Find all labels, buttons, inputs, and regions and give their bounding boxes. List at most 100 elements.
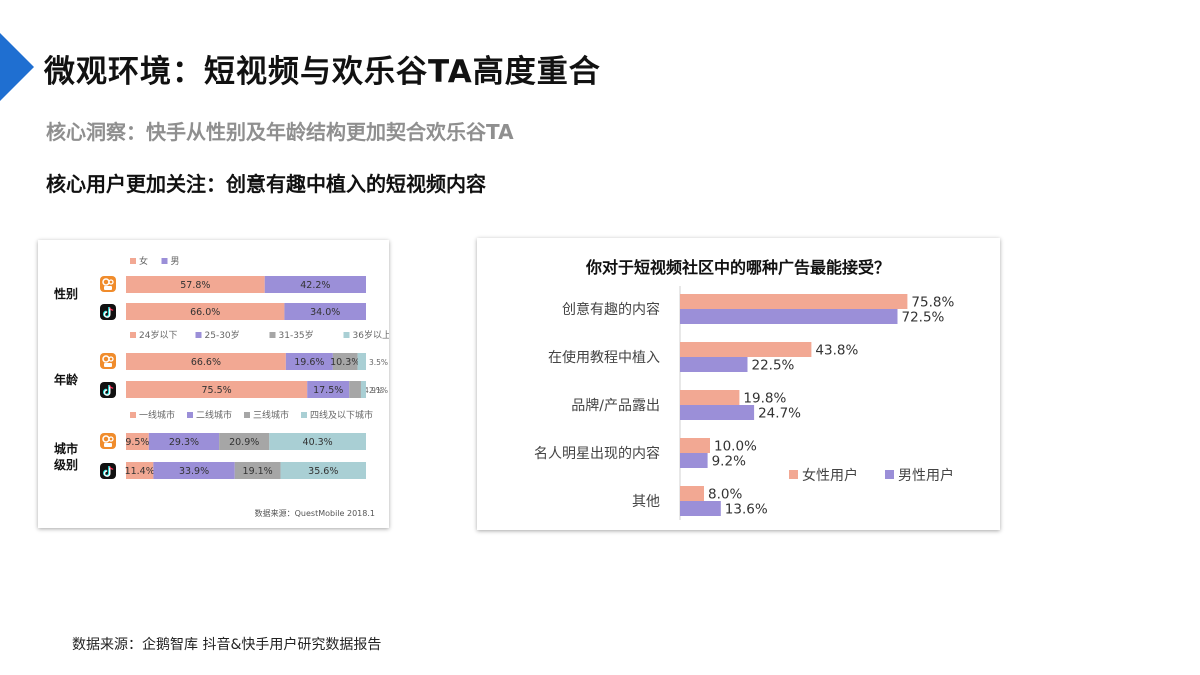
bar-segment (126, 276, 265, 293)
data-label: 33.9% (179, 466, 209, 477)
title-accent-arrow (0, 33, 34, 101)
category-label: 品牌/产品露出 (571, 397, 660, 414)
bar-segment (153, 462, 235, 479)
legend-label: 女性用户 (802, 467, 858, 484)
bar-segment (148, 433, 220, 450)
data-label: 40.3% (303, 437, 333, 448)
data-label: 66.0% (190, 307, 220, 318)
data-label: 2.1% (369, 386, 388, 395)
group-label: 城市 (54, 441, 78, 456)
group-label: 年龄 (54, 372, 79, 387)
legend-label: 男性用户 (898, 467, 954, 484)
bar-segment (360, 381, 366, 398)
legend-swatch (885, 470, 894, 479)
kuaishou-icon (100, 353, 116, 369)
data-label: 66.6% (191, 357, 221, 368)
douyin-icon (100, 304, 116, 320)
bar-segment (126, 353, 286, 370)
legend-label: 四线及以下城市 (310, 409, 373, 421)
data-label: 43.8% (815, 343, 858, 359)
legend-swatch (130, 258, 136, 264)
data-label: 19.6% (294, 357, 324, 368)
data-label: 34.0% (310, 307, 340, 318)
data-label: 3.5% (369, 358, 388, 367)
legend-label: 36岁以上 (353, 329, 390, 341)
data-label: 42.2% (300, 280, 330, 291)
data-label: 75.5% (202, 385, 232, 396)
legend-label: 男 (171, 256, 180, 267)
data-label: 35.6% (308, 466, 338, 477)
legend-label: 31-35岁 (279, 329, 314, 341)
source-footnote: 数据来源：企鹅智库 抖音&快手用户研究数据报告 (72, 637, 382, 653)
legend-swatch (161, 258, 168, 264)
data-label: 29.3% (169, 437, 199, 448)
legend-label: 女 (139, 255, 148, 267)
chart-title: 你对于短视频社区中的哪种广告最能接受？ (585, 258, 890, 277)
bar (680, 438, 710, 453)
legend-label: 24岁以下 (139, 329, 177, 341)
legend-swatch (195, 332, 202, 338)
bar (680, 405, 755, 420)
bar-segment (284, 303, 366, 320)
bar (680, 390, 740, 405)
bar (680, 453, 708, 468)
category-label: 名人明星出现的内容 (534, 445, 660, 462)
page-subtitle: 核心洞察：快手从性别及年龄结构更加契合欢乐谷TA (46, 120, 514, 144)
data-label: 19.1% (243, 466, 273, 477)
bar-segment (264, 276, 366, 293)
legend-swatch (244, 412, 250, 418)
chart-source: 数据来源：QuestMobile 2018.1 (255, 508, 375, 518)
bar (680, 309, 898, 324)
bar-segment (234, 462, 281, 479)
legend-label: 三线城市 (253, 409, 289, 421)
legend-label: 25-30岁 (205, 329, 240, 341)
data-label: 20.9% (229, 437, 259, 448)
bar-segment (126, 381, 308, 398)
legend-swatch (269, 332, 276, 338)
legend-swatch (789, 470, 798, 479)
bar-segment (280, 462, 366, 479)
legend-swatch (343, 332, 350, 338)
bar-segment (332, 353, 358, 370)
data-label: 11.4% (125, 466, 155, 477)
douyin-icon (100, 463, 116, 479)
data-label: 75.8% (911, 295, 954, 311)
ad-acceptance-chart: 你对于短视频社区中的哪种广告最能接受？ 创意有趣的内容 75.8%72.5% 在使用教… (534, 258, 954, 520)
bar-segment (126, 303, 285, 320)
bar (680, 501, 721, 516)
group-label: 级别 (54, 457, 78, 472)
legend-swatch (130, 332, 136, 338)
category-label: 在使用教程中植入 (548, 349, 660, 366)
kuaishou-icon (100, 276, 116, 292)
data-label: 19.8% (743, 391, 786, 407)
legend-label: 一线城市 (139, 409, 175, 421)
demographics-chart: 女 男性别 57.8% 42.2% 66.0% 34.0% 24岁以下 25-30岁 31-35… (53, 255, 391, 518)
data-label: 17.5% (313, 385, 343, 396)
data-label: 4.9% (364, 386, 383, 395)
legend-swatch (187, 412, 193, 418)
data-label: 13.6% (725, 502, 768, 518)
bar-segment (126, 462, 154, 479)
data-label: 72.5% (902, 310, 945, 326)
demographics-chart-panel: 女 男性别 57.8% 42.2% 66.0% 34.0% 24岁以下 25-30岁 31-35… (38, 240, 391, 528)
bar (680, 342, 812, 357)
data-label: 10.0% (714, 439, 757, 455)
bar-segment (349, 381, 361, 398)
page-title: 微观环境：短视频与欢乐谷TA高度重合 (44, 54, 601, 90)
data-label: 9.2% (712, 454, 746, 470)
kuaishou-icon (100, 433, 116, 449)
group-label: 性别 (53, 286, 78, 301)
legend-swatch (301, 412, 307, 418)
data-label: 8.0% (708, 487, 742, 503)
data-label: 24.7% (758, 406, 801, 422)
bar-segment (126, 433, 149, 450)
bar (680, 357, 748, 372)
bar (680, 486, 704, 501)
data-label: 57.8% (180, 280, 210, 291)
douyin-icon (100, 382, 116, 398)
category-label: 创意有趣的内容 (562, 301, 660, 318)
bar-segment (307, 381, 350, 398)
data-label: 22.5% (752, 358, 795, 374)
legend-label: 二线城市 (196, 409, 232, 421)
legend-swatch (130, 412, 136, 418)
